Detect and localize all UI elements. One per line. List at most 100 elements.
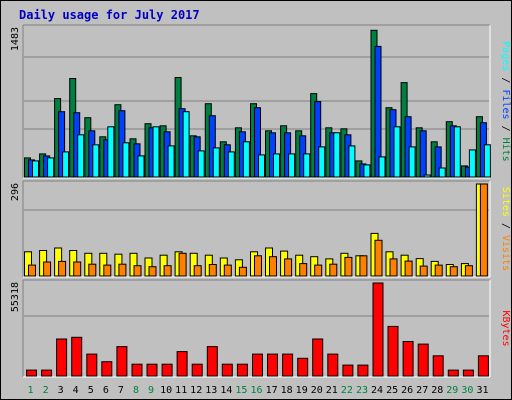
pages-bar-day-21	[333, 132, 341, 178]
kbytes-bar-day-26	[402, 341, 414, 377]
x-tick-label-day-10: 10	[160, 385, 172, 396]
files-bar-day-28	[434, 146, 442, 178]
pages-bar-day-12	[197, 150, 205, 178]
pages-bar-day-18	[288, 153, 296, 178]
x-tick-label-day-28: 28	[431, 385, 443, 396]
x-tick-label-day-17: 17	[266, 385, 278, 396]
x-tick-label-day-31: 31	[476, 385, 488, 396]
kbytes-bar-day-22	[342, 364, 354, 377]
visits-bar-day-5	[88, 263, 97, 277]
pages-bar-day-4	[77, 134, 85, 178]
visits-bar-day-17	[269, 256, 277, 277]
x-tick-label-day-5: 5	[88, 385, 94, 396]
x-tick-label-day-20: 20	[311, 385, 323, 396]
pages-bar-day-14	[227, 151, 235, 178]
visits-bar-day-31	[479, 183, 488, 277]
kbytes-bar-day-7	[116, 346, 128, 377]
kbytes-bar-day-5	[86, 353, 98, 377]
legend-separator: /	[500, 120, 511, 138]
visits-bar-day-7	[118, 263, 127, 277]
kbytes-bar-day-16	[252, 353, 263, 377]
pages-bar-day-27	[423, 174, 431, 178]
kbytes-bar-day-27	[417, 343, 429, 377]
kbytes-bar-day-13	[206, 346, 218, 377]
pages-bar-day-2	[47, 157, 55, 178]
visits-bar-day-15	[238, 266, 247, 277]
visits-bar-day-29	[449, 266, 458, 277]
legend-separator: /	[500, 71, 511, 89]
pages-bar-day-13	[212, 147, 220, 178]
pages-bar-day-23	[363, 164, 371, 178]
visits-bar-day-28	[434, 264, 443, 277]
panel-3-ymax-label: 55318	[10, 282, 21, 312]
visits-bar-day-25	[389, 258, 398, 277]
kbytes-bar-day-20	[312, 338, 324, 377]
visits-bar-day-21	[329, 263, 338, 277]
visits-bar-day-18	[284, 258, 293, 277]
kbytes-bar-day-30	[462, 369, 474, 377]
visits-bar-day-14	[223, 264, 232, 277]
visits-bar-day-16	[254, 255, 262, 277]
legend-separator: /	[500, 217, 511, 235]
x-tick-label-day-9: 9	[148, 385, 154, 396]
pages-bar-day-6	[107, 126, 115, 178]
pages-bar-day-25	[393, 126, 401, 178]
kbytes-bar-day-23	[357, 364, 369, 377]
pages-bar-day-1	[32, 160, 39, 178]
pages-bar-day-31	[483, 144, 491, 178]
x-tick-label-day-29: 29	[446, 385, 458, 396]
files-bar-day-3	[58, 111, 66, 178]
files-bar-day-27	[419, 130, 427, 178]
x-tick-label-day-22: 22	[341, 385, 353, 396]
x-tick-label-day-3: 3	[58, 385, 64, 396]
pages-bar-day-29	[453, 126, 461, 178]
visits-bar-day-8	[133, 265, 142, 277]
x-tick-label-day-11: 11	[175, 385, 187, 396]
kbytes-bar-day-12	[191, 363, 203, 377]
pages-bar-day-16	[258, 154, 265, 178]
pages-bar-day-24	[378, 156, 386, 178]
pages-bar-day-19	[303, 153, 311, 178]
pages-bar-day-28	[438, 167, 446, 178]
files-bar-day-20	[314, 101, 322, 178]
visits-bar-day-9	[148, 266, 157, 277]
x-tick-label-day-19: 19	[296, 385, 308, 396]
chart-title: Daily usage for July 2017	[19, 8, 200, 22]
kbytes-bar-day-15	[236, 363, 248, 377]
visits-bar-day-6	[103, 264, 112, 277]
kbytes-bar-day-17	[267, 353, 278, 377]
visits-bar-day-12	[193, 265, 202, 277]
pages-bar-day-22	[348, 145, 356, 178]
x-tick-label-day-15: 15	[235, 385, 247, 396]
x-tick-label-day-16: 16	[250, 385, 262, 396]
kbytes-bar-day-8	[131, 363, 143, 377]
legend-item-pages: Pages	[500, 41, 511, 71]
x-tick-label-day-6: 6	[103, 385, 109, 396]
legend-panel-1: Pages / Files / Hits	[500, 41, 511, 161]
kbytes-bar-day-28	[432, 355, 444, 377]
kbytes-bar-day-2	[41, 369, 53, 377]
legend-panel-3: KBytes	[500, 310, 511, 346]
pages-bar-day-15	[242, 141, 250, 178]
visits-bar-day-20	[314, 264, 323, 277]
x-tick-label-day-25: 25	[386, 385, 398, 396]
legend-item-kbytes: KBytes	[500, 310, 511, 346]
x-tick-label-day-8: 8	[133, 385, 139, 396]
pages-bar-day-5	[92, 144, 100, 178]
pages-bar-day-17	[273, 153, 280, 178]
visits-bar-day-30	[464, 265, 473, 277]
visits-bar-day-13	[208, 264, 217, 277]
pages-bar-day-9	[152, 126, 160, 178]
visits-bar-day-27	[419, 265, 428, 277]
x-tick-label-day-27: 27	[416, 385, 428, 396]
legend-item-sites: Sites	[500, 187, 511, 217]
pages-bar-day-7	[122, 142, 130, 178]
visits-bar-day-19	[299, 263, 308, 277]
pages-bar-day-10	[167, 145, 175, 178]
visits-bar-day-11	[178, 252, 187, 277]
kbytes-bar-day-24	[372, 282, 384, 377]
x-tick-label-day-18: 18	[281, 385, 293, 396]
legend-item-visits: Visits	[500, 235, 511, 271]
visits-bar-day-4	[73, 261, 82, 277]
